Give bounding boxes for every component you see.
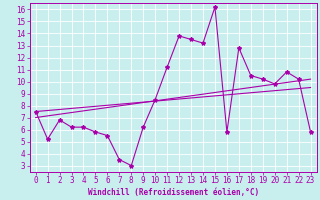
X-axis label: Windchill (Refroidissement éolien,°C): Windchill (Refroidissement éolien,°C) [88,188,259,197]
